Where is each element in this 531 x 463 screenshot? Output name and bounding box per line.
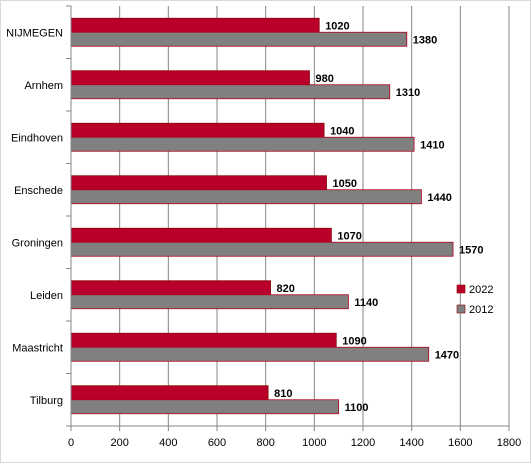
axes: 0 200 400 600 800 1000 1200 1400 1600 1800 xyxy=(66,5,521,449)
data-label: 1380 xyxy=(413,34,437,46)
legend-label: 2012 xyxy=(469,304,493,316)
data-label: 1090 xyxy=(342,335,366,347)
bar-2022 xyxy=(70,70,310,86)
data-label: 810 xyxy=(274,388,292,400)
bar-2012 xyxy=(70,84,391,100)
data-label: 1050 xyxy=(333,178,357,190)
bar-2022 xyxy=(70,332,337,348)
category-label: Eindhoven xyxy=(11,132,63,144)
data-label: 1440 xyxy=(427,192,451,204)
x-tick-label: 800 xyxy=(256,437,274,449)
x-tick-label: 1200 xyxy=(351,437,375,449)
category-label: NIJMEGEN xyxy=(6,27,63,39)
bar-2022 xyxy=(70,17,320,33)
data-label: 1570 xyxy=(459,244,483,256)
labels: NIJMEGEN 1020 1380 Arnhem 980 1310 Eindhoven 10… xyxy=(6,20,483,414)
category-label: Arnhem xyxy=(24,80,63,92)
bar-2022 xyxy=(70,175,327,191)
legend: 2022 2012 xyxy=(456,284,493,316)
data-label: 1020 xyxy=(325,20,349,32)
legend-swatch-2012 xyxy=(456,304,466,314)
bar-2022 xyxy=(70,227,332,243)
bar-2012 xyxy=(70,399,340,415)
bar-2012 xyxy=(70,189,422,205)
bar-2012 xyxy=(70,346,430,362)
bar-2012 xyxy=(70,294,349,310)
bar-2022 xyxy=(70,385,269,401)
x-tick-label: 1800 xyxy=(497,437,521,449)
category-label: Enschede xyxy=(14,185,63,197)
bar-2012 xyxy=(70,241,454,257)
bar-2012 xyxy=(70,31,408,47)
category-label: Maastricht xyxy=(12,342,63,354)
x-tick-label: 1600 xyxy=(448,437,472,449)
bars xyxy=(70,17,454,415)
data-label: 1410 xyxy=(420,139,444,151)
data-label: 1470 xyxy=(435,349,459,361)
category-label: Groningen xyxy=(12,237,63,249)
gridlines xyxy=(119,6,510,426)
data-label: 1040 xyxy=(330,125,354,137)
bar-2022 xyxy=(70,122,325,138)
x-tick-label: 1000 xyxy=(302,437,326,449)
x-tick-label: 1400 xyxy=(399,437,423,449)
data-label: 1310 xyxy=(396,87,420,99)
data-label: 1140 xyxy=(354,297,378,309)
legend-label: 2022 xyxy=(469,284,493,296)
category-label: Tilburg xyxy=(30,395,63,407)
x-tick-label: 600 xyxy=(208,437,226,449)
bar-2022 xyxy=(70,280,271,296)
data-label: 1070 xyxy=(337,230,361,242)
x-tick-label: 400 xyxy=(159,437,177,449)
legend-swatch-2022 xyxy=(456,284,466,294)
data-label: 980 xyxy=(315,73,333,85)
data-label: 820 xyxy=(277,283,295,295)
x-tick-label: 200 xyxy=(110,437,128,449)
bar-2012 xyxy=(70,136,415,152)
data-label: 1100 xyxy=(345,402,369,414)
category-label: Leiden xyxy=(30,290,63,302)
x-tick-label: 0 xyxy=(68,437,74,449)
